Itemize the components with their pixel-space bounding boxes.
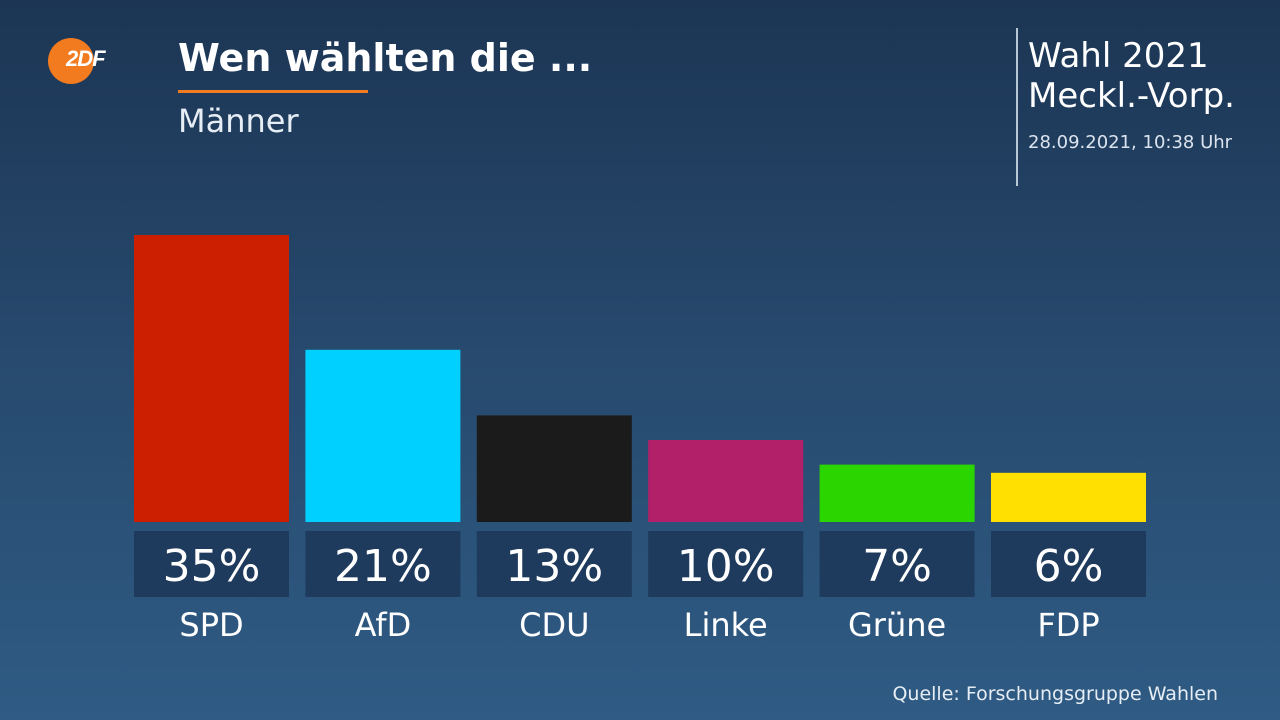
title-underline <box>178 90 368 93</box>
category-label: Grüne <box>848 606 946 644</box>
bar-fdp <box>991 472 1146 522</box>
value-label-box <box>476 531 632 597</box>
value-label: 35% <box>163 541 261 592</box>
chart-subtitle: Männer <box>178 102 299 140</box>
bar-afd <box>305 349 461 522</box>
value-label: 7% <box>862 541 932 592</box>
bar-spd <box>134 235 289 522</box>
value-label: 21% <box>334 541 432 592</box>
election-title-line1: Wahl 2021 <box>1028 36 1209 76</box>
category-label: Linke <box>684 606 768 644</box>
category-label: FDP <box>1037 606 1099 644</box>
bar-linke <box>648 440 804 522</box>
value-label-box <box>134 531 289 597</box>
chart-title: Wen wählten die ... <box>178 36 593 80</box>
category-label: SPD <box>179 606 243 644</box>
source-note: Quelle: Forschungsgruppe Wahlen <box>892 683 1218 705</box>
category-label: AfD <box>355 606 412 644</box>
category-label: CDU <box>519 606 589 644</box>
election-title: Wahl 2021 Meckl.-Vorp. <box>1028 36 1235 116</box>
header-divider <box>1016 28 1018 186</box>
election-title-line2: Meckl.-Vorp. <box>1028 76 1235 116</box>
value-label: 13% <box>505 541 603 592</box>
bar-cdu <box>476 415 632 522</box>
bar-grne <box>819 464 975 522</box>
value-label-box <box>819 531 975 597</box>
value-label-box <box>991 531 1146 597</box>
value-label-box <box>648 531 804 597</box>
zdf-logo <box>48 38 94 84</box>
zdf-logo-text: 2DF <box>66 46 106 71</box>
value-label-box <box>305 531 461 597</box>
timestamp: 28.09.2021, 10:38 Uhr <box>1028 132 1233 153</box>
value-label: 6% <box>1034 541 1104 592</box>
value-label: 10% <box>677 541 775 592</box>
